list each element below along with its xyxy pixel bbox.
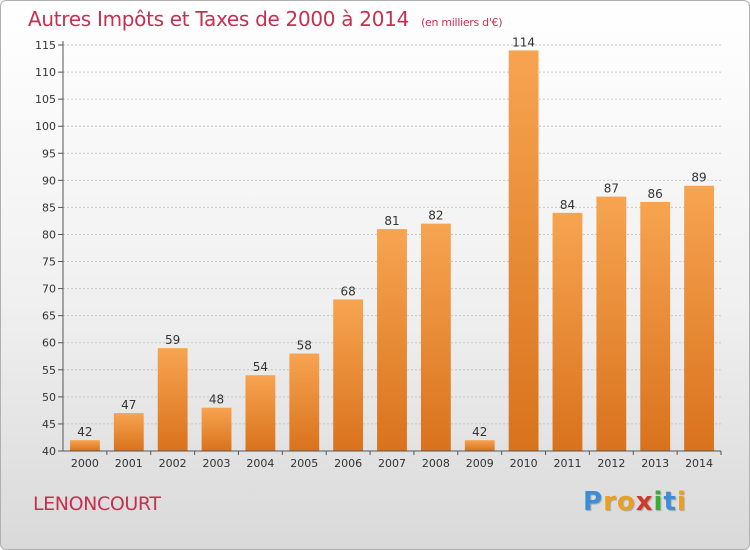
bar-2011 bbox=[552, 212, 583, 451]
x-tick-label: 2004 bbox=[246, 457, 274, 470]
x-tick-label: 2000 bbox=[71, 457, 99, 470]
location-name: LENONCOURT bbox=[33, 493, 161, 515]
y-tick-label: 60 bbox=[42, 337, 56, 350]
logo-letter: r bbox=[603, 487, 617, 517]
x-tick-label: 2011 bbox=[553, 457, 581, 470]
bar-value-label: 87 bbox=[604, 182, 619, 196]
y-tick-label: 40 bbox=[42, 445, 56, 458]
proxiti-logo[interactable]: Proxiti bbox=[583, 487, 687, 517]
y-tick-label: 90 bbox=[42, 174, 56, 187]
bar-value-label: 81 bbox=[384, 214, 399, 228]
y-tick-label: 115 bbox=[35, 39, 56, 52]
x-tick-label: 2003 bbox=[203, 457, 231, 470]
logo-letter: t bbox=[663, 487, 677, 517]
bar-2009 bbox=[464, 440, 495, 451]
logo-letter: i bbox=[653, 487, 664, 517]
x-tick-label: 2007 bbox=[378, 457, 406, 470]
y-tick-label: 110 bbox=[35, 66, 56, 79]
x-tick-label: 2006 bbox=[334, 457, 362, 470]
bar-2013 bbox=[640, 201, 671, 451]
chart-title-text: Autres Impôts et Taxes de 2000 à 2014 bbox=[28, 7, 409, 31]
bar-value-label: 58 bbox=[297, 339, 312, 353]
bar-2010 bbox=[508, 50, 539, 452]
bar-value-label: 54 bbox=[253, 360, 268, 374]
x-tick-label: 2005 bbox=[290, 457, 318, 470]
y-tick-label: 85 bbox=[42, 201, 56, 214]
x-tick-label: 2013 bbox=[641, 457, 669, 470]
chart-title: Autres Impôts et Taxes de 2000 à 2014 (e… bbox=[28, 7, 503, 31]
x-tick-label: 2009 bbox=[466, 457, 494, 470]
bar-value-label: 48 bbox=[209, 393, 224, 407]
x-tick-label: 2001 bbox=[115, 457, 143, 470]
y-tick-label: 95 bbox=[42, 147, 56, 160]
x-tick-label: 2010 bbox=[510, 457, 538, 470]
bar-2002 bbox=[157, 348, 188, 451]
bar-value-label: 42 bbox=[77, 425, 92, 439]
x-tick-label: 2008 bbox=[422, 457, 450, 470]
y-tick-label: 45 bbox=[42, 418, 56, 431]
bar-value-label: 82 bbox=[428, 209, 443, 223]
logo-letter: o bbox=[616, 487, 636, 517]
bar-value-label: 47 bbox=[121, 398, 136, 412]
bar-2004 bbox=[245, 375, 276, 451]
bar-2005 bbox=[289, 353, 320, 451]
y-tick-label: 80 bbox=[42, 228, 56, 241]
bar-2001 bbox=[113, 413, 144, 451]
y-tick-label: 100 bbox=[35, 120, 56, 133]
y-tick-label: 65 bbox=[42, 310, 56, 323]
chart-subtitle: (en milliers d'€) bbox=[421, 16, 503, 29]
bar-value-label: 114 bbox=[512, 35, 535, 49]
bar-value-label: 86 bbox=[648, 187, 663, 201]
x-tick-label: 2002 bbox=[159, 457, 187, 470]
bar-2014 bbox=[684, 185, 714, 451]
y-tick-label: 75 bbox=[42, 256, 56, 269]
y-tick-label: 105 bbox=[35, 93, 56, 106]
y-tick-label: 70 bbox=[42, 283, 56, 296]
bar-value-label: 68 bbox=[340, 284, 355, 298]
bar-value-label: 84 bbox=[560, 198, 575, 212]
bar-2000 bbox=[70, 440, 100, 451]
bar-value-label: 59 bbox=[165, 333, 180, 347]
logo-letter: i bbox=[676, 487, 687, 517]
bar-2007 bbox=[377, 229, 407, 451]
y-tick-label: 50 bbox=[42, 391, 56, 404]
bar-2012 bbox=[596, 196, 627, 451]
x-tick-label: 2014 bbox=[685, 457, 713, 470]
bar-2006 bbox=[333, 299, 364, 451]
x-tick-label: 2012 bbox=[597, 457, 625, 470]
bar-2003 bbox=[201, 407, 232, 451]
bar-value-label: 42 bbox=[472, 425, 487, 439]
y-tick-label: 55 bbox=[42, 364, 56, 377]
logo-letter: x bbox=[635, 487, 654, 517]
logo-letter: P bbox=[583, 487, 604, 517]
bar-value-label: 89 bbox=[691, 171, 706, 185]
bar-2008 bbox=[420, 223, 451, 451]
